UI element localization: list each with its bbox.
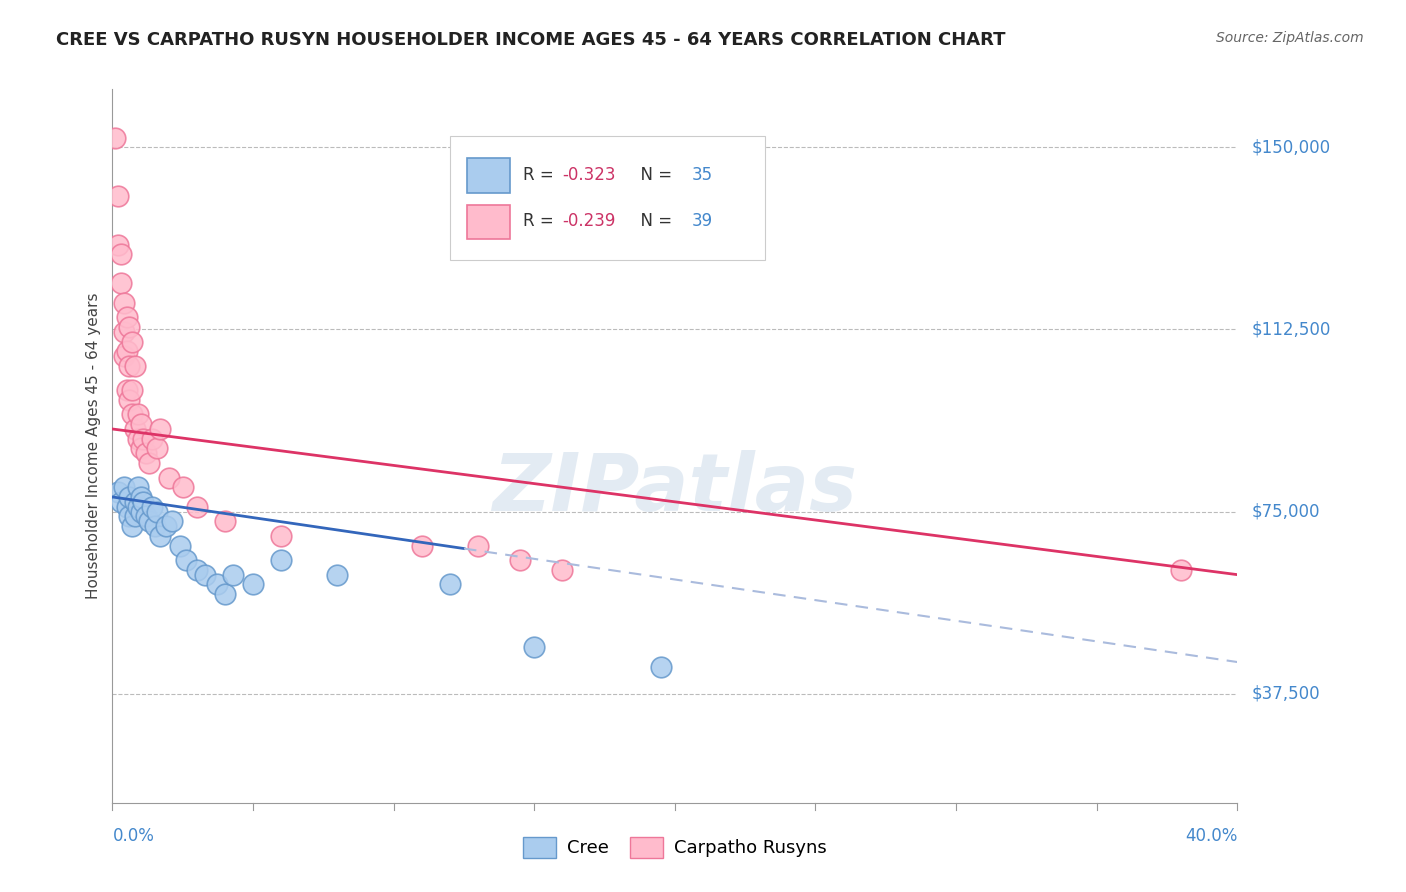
Text: $37,500: $37,500	[1251, 684, 1320, 703]
Text: R =: R =	[523, 212, 560, 230]
Point	[135, 509, 157, 524]
Point	[121, 383, 143, 397]
Point	[1170, 563, 1192, 577]
Point	[205, 577, 228, 591]
Point	[270, 553, 292, 567]
Point	[129, 504, 152, 518]
Point	[115, 500, 138, 514]
Point	[149, 422, 172, 436]
Point	[112, 349, 135, 363]
Legend: Cree, Carpatho Rusyns: Cree, Carpatho Rusyns	[516, 830, 834, 865]
Point	[138, 514, 160, 528]
Point	[112, 325, 135, 339]
Point	[115, 310, 138, 325]
FancyBboxPatch shape	[467, 205, 509, 239]
Y-axis label: Householder Income Ages 45 - 64 years: Householder Income Ages 45 - 64 years	[86, 293, 101, 599]
Point	[104, 130, 127, 145]
Point	[222, 567, 245, 582]
Point	[121, 519, 143, 533]
Point	[124, 509, 146, 524]
Point	[124, 422, 146, 436]
Point	[121, 408, 143, 422]
Text: N =: N =	[630, 166, 678, 184]
Point	[155, 519, 177, 533]
Point	[107, 485, 129, 500]
Text: -0.239: -0.239	[562, 212, 616, 230]
Text: -0.323: -0.323	[562, 166, 616, 184]
Text: 39: 39	[692, 212, 713, 230]
Point	[110, 495, 132, 509]
Point	[214, 587, 236, 601]
Point	[124, 495, 146, 509]
Point	[439, 577, 461, 591]
Point	[160, 514, 183, 528]
Point	[127, 408, 149, 422]
Text: ZIPatlas: ZIPatlas	[492, 450, 858, 528]
Text: 40.0%: 40.0%	[1185, 827, 1237, 845]
Point	[112, 295, 135, 310]
Point	[467, 539, 489, 553]
FancyBboxPatch shape	[467, 159, 509, 193]
Point	[132, 432, 155, 446]
Point	[127, 432, 149, 446]
FancyBboxPatch shape	[450, 136, 765, 260]
Point	[194, 567, 217, 582]
Point	[118, 509, 141, 524]
Point	[169, 539, 191, 553]
Text: $75,000: $75,000	[1251, 502, 1320, 521]
Text: CREE VS CARPATHO RUSYN HOUSEHOLDER INCOME AGES 45 - 64 YEARS CORRELATION CHART: CREE VS CARPATHO RUSYN HOUSEHOLDER INCOM…	[56, 31, 1005, 49]
Point	[141, 500, 163, 514]
Point	[127, 480, 149, 494]
Point	[186, 500, 208, 514]
Point	[146, 504, 169, 518]
Text: 35: 35	[692, 166, 713, 184]
Point	[110, 277, 132, 291]
Point	[118, 392, 141, 407]
Point	[146, 442, 169, 456]
Text: R =: R =	[523, 166, 560, 184]
Point	[132, 495, 155, 509]
Point	[129, 417, 152, 432]
Point	[172, 480, 194, 494]
Point	[551, 563, 574, 577]
Point	[110, 247, 132, 261]
Point	[143, 519, 166, 533]
Point	[135, 446, 157, 460]
Point	[141, 432, 163, 446]
Point	[118, 490, 141, 504]
Point	[214, 514, 236, 528]
Point	[270, 529, 292, 543]
Point	[127, 500, 149, 514]
Point	[186, 563, 208, 577]
Point	[149, 529, 172, 543]
Point	[115, 383, 138, 397]
Point	[118, 359, 141, 373]
Point	[124, 359, 146, 373]
Point	[157, 470, 180, 484]
Point	[523, 640, 546, 655]
Point	[242, 577, 264, 591]
Point	[509, 553, 531, 567]
Point	[650, 660, 672, 674]
Text: 0.0%: 0.0%	[112, 827, 155, 845]
Point	[138, 456, 160, 470]
Point	[121, 334, 143, 349]
Text: $112,500: $112,500	[1251, 320, 1330, 338]
Text: N =: N =	[630, 212, 678, 230]
Point	[107, 237, 129, 252]
Point	[326, 567, 349, 582]
Point	[129, 442, 152, 456]
Point	[129, 490, 152, 504]
Point	[411, 539, 433, 553]
Text: Source: ZipAtlas.com: Source: ZipAtlas.com	[1216, 31, 1364, 45]
Point	[174, 553, 197, 567]
Point	[115, 344, 138, 359]
Text: $150,000: $150,000	[1251, 138, 1330, 156]
Point	[118, 320, 141, 334]
Point	[112, 480, 135, 494]
Point	[107, 189, 129, 203]
